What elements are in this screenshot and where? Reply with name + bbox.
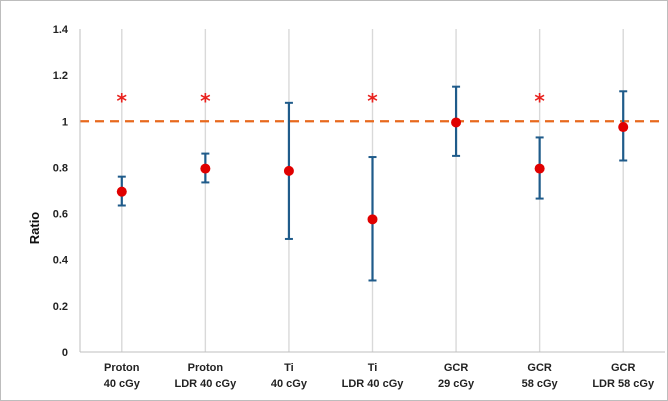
x-category-label-line: GCR	[444, 362, 469, 374]
data-point	[283, 165, 294, 176]
x-category-label-line: 29 cGy	[438, 378, 475, 390]
x-category-label-line: 40 cGy	[104, 378, 141, 390]
x-category-label: GCR 58 cGy	[522, 362, 559, 390]
error-bars	[117, 85, 628, 282]
significance-star: *	[534, 89, 545, 113]
data-point	[534, 163, 545, 174]
significance-star: *	[117, 89, 128, 113]
x-category-label-line: Proton	[104, 362, 140, 374]
y-tick-label: 1.2	[53, 70, 68, 82]
axes	[79, 29, 665, 353]
data-point	[367, 214, 378, 225]
x-category-label-line: GCR	[611, 362, 636, 374]
x-category-label: Ti LDR 40 cGy	[342, 362, 405, 390]
y-tick-label: 0	[62, 347, 68, 359]
x-category-label: Proton LDR 40 cGy	[174, 362, 237, 390]
data-point	[116, 186, 127, 197]
x-category-label-line: GCR	[527, 362, 552, 374]
x-category-label: Ti 40 cGy	[271, 362, 308, 390]
significance-star: *	[200, 89, 211, 113]
significance-star: *	[367, 89, 378, 113]
significance-markers: * * * *	[117, 89, 546, 113]
data-points	[116, 117, 629, 225]
y-tick-label: 0.6	[53, 209, 68, 221]
x-category-label-line: Ti	[284, 362, 294, 374]
x-category-label-line: Ti	[368, 362, 378, 374]
x-category-label-line: 58 cGy	[522, 378, 559, 390]
x-category-label-line: 40 cGy	[271, 378, 308, 390]
x-category-label-line: Proton	[188, 362, 224, 374]
data-point	[618, 122, 629, 133]
y-tick-label: 1	[62, 116, 68, 128]
data-point	[200, 163, 211, 174]
x-category-label-line: LDR 58 cGy	[592, 378, 655, 390]
y-axis-label: Ratio	[27, 212, 42, 245]
y-tick-label: 0.8	[53, 162, 68, 174]
x-category-label: GCR 29 cGy	[438, 362, 475, 390]
y-tick-label: 0.4	[53, 255, 69, 267]
y-tick-label: 0.2	[53, 301, 68, 313]
x-category-labels: Proton 40 cGy Proton LDR 40 cGy Ti 40 cGy Ti LD…	[104, 362, 655, 390]
data-point	[451, 117, 462, 128]
x-category-label: Proton 40 cGy	[104, 362, 141, 390]
y-tick-labels: 0 0.2 0.4 0.6 0.8 1 1.2 1.4	[53, 24, 69, 359]
y-tick-label: 1.4	[53, 24, 69, 36]
x-category-label: GCR LDR 58 cGy	[592, 362, 655, 390]
x-category-label-line: LDR 40 cGy	[342, 378, 405, 390]
x-category-label-line: LDR 40 cGy	[174, 378, 237, 390]
